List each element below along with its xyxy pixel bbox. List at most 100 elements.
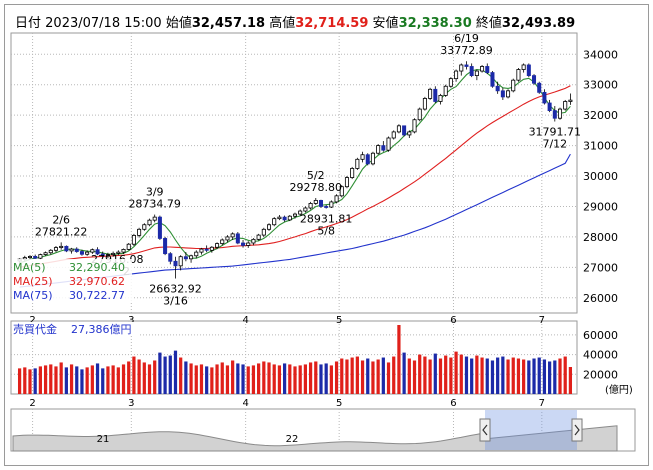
annotation-date: 7/12 xyxy=(542,138,567,151)
chart-canvas: 26000 27000 28000 29000 30000 31000 32000 33000… xyxy=(10,32,636,452)
volume-bar-down xyxy=(366,358,370,394)
candle-up xyxy=(287,215,292,221)
candle-up xyxy=(90,249,95,253)
candle-down xyxy=(168,253,173,262)
volume-bar-down xyxy=(553,360,557,394)
legend-ma5-label: MA(5) xyxy=(13,261,46,274)
volume-bar-up xyxy=(17,368,22,394)
candle-down xyxy=(500,90,505,98)
volume-bar-up xyxy=(360,360,365,394)
volume-bar-up xyxy=(90,365,94,394)
volume-bar-up xyxy=(428,359,432,394)
volume-bar-up xyxy=(262,361,266,394)
candle-up xyxy=(386,137,391,151)
candle-down xyxy=(433,88,438,102)
volume-bar-down xyxy=(402,352,406,394)
legend-ma25-label: MA(25) xyxy=(13,275,53,288)
candle-down xyxy=(542,91,547,104)
volume-bar-up xyxy=(558,358,562,394)
high-value: 32,714.59 xyxy=(295,16,369,31)
price-tick-label: 27000 xyxy=(583,261,618,274)
legend-ma5-value: 32,290.40 xyxy=(69,261,125,274)
candle-up xyxy=(225,236,230,241)
volume-bar-up xyxy=(293,366,297,394)
candle-down xyxy=(464,64,469,67)
candle-up xyxy=(261,228,266,236)
candle-up xyxy=(85,251,90,255)
volume-bar-down xyxy=(282,363,287,394)
candle-up xyxy=(246,242,251,246)
price-tick-label: 28000 xyxy=(583,231,618,244)
candle-down xyxy=(33,255,38,259)
volume-bar-up xyxy=(179,357,183,394)
annotation-date: 6/19 xyxy=(454,32,479,45)
candle-up xyxy=(443,85,448,96)
price-tick-label: 32000 xyxy=(583,109,618,122)
volume-bar-up xyxy=(303,364,308,394)
volume-bar-up xyxy=(288,364,292,394)
volume-bar-up xyxy=(298,365,302,394)
volume-tick-label: 40000 xyxy=(583,349,618,362)
candle-up xyxy=(521,64,526,70)
volume-bar-down xyxy=(381,357,385,394)
annotation-date: 2/6 xyxy=(52,213,70,226)
chart-frame: 日付 2023/07/18 15:00 始値32,457.18 高値32,714… xyxy=(4,4,649,466)
navigator-right-handle[interactable] xyxy=(571,418,583,442)
volume-bar-up xyxy=(121,364,126,394)
x-tick-label: 5 xyxy=(336,315,342,326)
volume-bar-up xyxy=(392,356,396,394)
candle-up xyxy=(131,234,136,245)
volume-bar-up xyxy=(412,360,417,394)
volume-bar-up xyxy=(147,364,152,394)
candle-up xyxy=(448,78,453,87)
volume-bar-up xyxy=(85,367,89,394)
volume-bar-up xyxy=(220,362,224,394)
navigator-left-handle[interactable] xyxy=(479,418,491,442)
candle-down xyxy=(204,248,209,251)
volume-bar-down xyxy=(485,358,489,394)
candle-down xyxy=(485,66,490,73)
candle-down xyxy=(402,125,407,136)
volume-bar-up xyxy=(423,356,427,394)
candle-up xyxy=(391,131,396,139)
candle-down xyxy=(79,251,84,255)
volume-bar-up xyxy=(116,367,120,394)
candle-down xyxy=(526,64,531,77)
navigator-selection[interactable] xyxy=(485,410,577,450)
volume-bar-up xyxy=(376,359,380,394)
volume-bar-up xyxy=(350,357,354,394)
candle-down xyxy=(537,82,542,93)
candle-up xyxy=(396,125,401,133)
candle-down xyxy=(157,216,162,239)
candle-up xyxy=(142,224,147,230)
volume-bar-down xyxy=(236,363,240,394)
candle-up xyxy=(454,70,459,80)
volume-bar-up xyxy=(38,366,42,394)
volume-x-tick-label: 3 xyxy=(128,398,134,409)
volume-bar-down xyxy=(532,358,536,394)
volume-bar-up xyxy=(563,356,567,394)
x-tick-label: 7 xyxy=(539,315,545,326)
volume-bar-up xyxy=(444,355,448,394)
candle-down xyxy=(74,248,79,252)
candle-up xyxy=(59,245,64,248)
volume-bar-down xyxy=(80,369,84,394)
price-tick-label: 30000 xyxy=(583,170,618,183)
high-label: 高値 xyxy=(269,16,296,31)
volume-bar-up xyxy=(340,358,344,394)
volume-bar-down xyxy=(163,356,167,394)
volume-bar-up xyxy=(59,362,63,394)
candle-up xyxy=(272,218,277,226)
chevron-right-icon xyxy=(574,424,580,436)
volume-bar-up xyxy=(329,365,333,394)
candle-up xyxy=(209,246,214,251)
volume-bar-up xyxy=(522,359,526,394)
volume-bar-up xyxy=(231,360,235,394)
volume-label: 売買代金 xyxy=(13,322,57,336)
volume-bar-down xyxy=(548,361,552,394)
candle-up xyxy=(256,234,261,240)
volume-bar-up xyxy=(225,365,230,394)
volume-bar-down xyxy=(542,359,547,394)
volume-bar-down xyxy=(464,356,469,394)
candle-up xyxy=(126,243,131,250)
